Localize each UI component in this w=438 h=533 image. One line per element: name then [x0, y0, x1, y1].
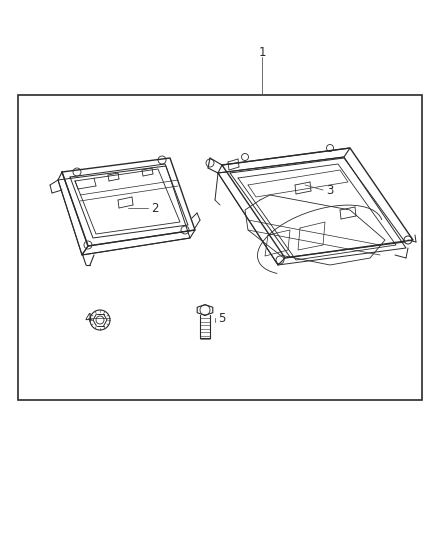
Bar: [18, 95, 422, 400]
Text: 1: 1: [258, 45, 266, 59]
Text: 4: 4: [84, 311, 92, 325]
Text: 5: 5: [218, 311, 226, 325]
Text: 2: 2: [151, 201, 159, 214]
Text: 3: 3: [326, 183, 334, 197]
